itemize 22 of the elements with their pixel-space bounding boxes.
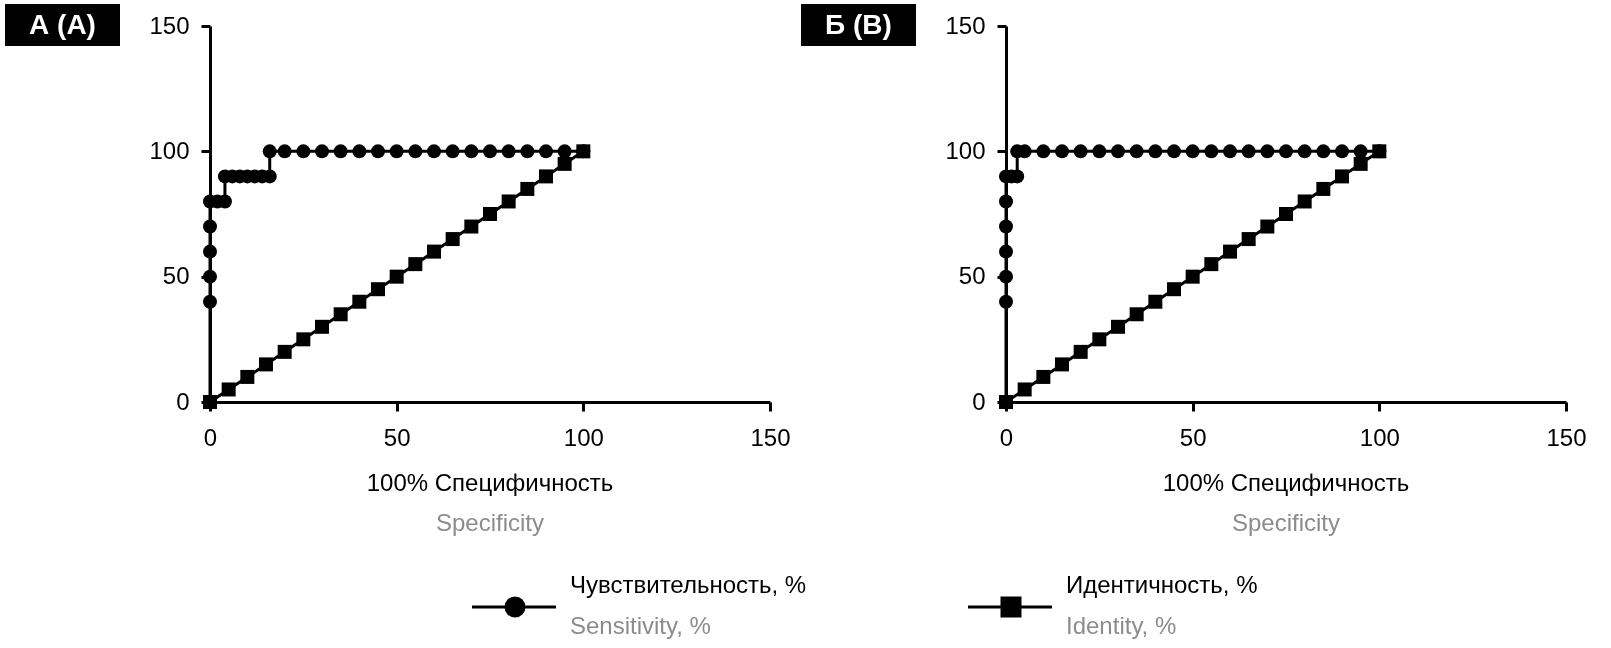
x-tick-label: 150 [750,423,791,451]
y-tick-label: 50 [162,262,190,290]
y-tick-label: 100 [149,136,190,164]
x-axis-title: 100% Специфичность Specificity [366,469,614,536]
x-tick-label: 50 [1179,423,1207,451]
y-tick-label: 150 [945,11,986,39]
x-tick-label: 100 [1359,423,1400,451]
x-tick-label: 0 [203,423,218,451]
y-tick-label: 0 [176,387,190,415]
x-tick-label: 100 [563,423,604,451]
legend-label: Идентичность, % Identity, % [1066,571,1258,639]
x-tick-label: 150 [1546,423,1587,451]
y-tick-label: 0 [972,387,986,415]
y-tick-label: 150 [149,11,190,39]
legend-label: Чувствительность, % Sensitivity, % [570,571,807,639]
chart-title: А (A) [29,9,96,40]
x-tick-label: 0 [999,423,1014,451]
chart-title: Б (B) [825,9,892,40]
y-tick-label: 50 [958,262,986,290]
x-tick-label: 50 [383,423,411,451]
y-tick-label: 100 [945,136,986,164]
x-axis-title: 100% Специфичность Specificity [1162,469,1410,536]
